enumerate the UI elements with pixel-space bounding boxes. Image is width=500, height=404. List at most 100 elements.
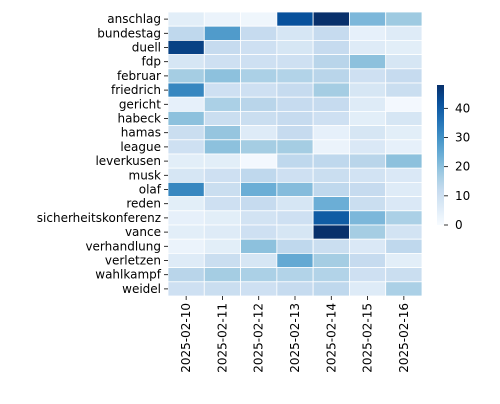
heatmap-cell bbox=[385, 252, 423, 268]
heatmap-cell bbox=[312, 82, 350, 98]
heatmap-cell bbox=[385, 125, 423, 141]
y-tick-label: fdp bbox=[142, 55, 161, 69]
heatmap-cell bbox=[276, 196, 314, 212]
heatmap-cell bbox=[203, 40, 241, 56]
heatmap-cell bbox=[349, 82, 387, 98]
heatmap-cell bbox=[349, 267, 387, 283]
heatmap-cell bbox=[349, 11, 387, 27]
y-tick-label: vance bbox=[125, 225, 161, 239]
heatmap-cell bbox=[312, 125, 350, 141]
heatmap-cell bbox=[385, 196, 423, 212]
y-tick-label: februar bbox=[117, 69, 161, 83]
heatmap-cell bbox=[276, 96, 314, 112]
y-tick-label: friedrich bbox=[111, 83, 161, 97]
heatmap-cell bbox=[203, 281, 241, 297]
heatmap-cell bbox=[312, 281, 350, 297]
heatmap-cell bbox=[349, 139, 387, 155]
y-tick-label: sicherheitskonferenz bbox=[37, 211, 161, 225]
heatmap-cell bbox=[203, 210, 241, 226]
heatmap-cell bbox=[167, 68, 205, 84]
heatmap-cell bbox=[203, 252, 241, 268]
heatmap-cell bbox=[167, 224, 205, 240]
colorbar-tick-label: 20 bbox=[455, 160, 470, 174]
heatmap-cell bbox=[167, 181, 205, 197]
heatmap-cell bbox=[203, 25, 241, 41]
heatmap-cell bbox=[312, 111, 350, 127]
heatmap-cell bbox=[385, 267, 423, 283]
y-tick-label: duell bbox=[132, 41, 161, 55]
heatmap-cell bbox=[385, 96, 423, 112]
y-tick-label: bundestag bbox=[97, 26, 161, 40]
x-tick-label: 2025-02-15 bbox=[361, 303, 375, 373]
heatmap-cell bbox=[276, 111, 314, 127]
heatmap-cell bbox=[167, 82, 205, 98]
heatmap-cell bbox=[203, 267, 241, 283]
heatmap-cell bbox=[203, 54, 241, 70]
heatmap-cell bbox=[167, 281, 205, 297]
heatmap-cell bbox=[240, 40, 278, 56]
heatmap-cell bbox=[203, 96, 241, 112]
heatmap-cell bbox=[240, 11, 278, 27]
heatmap-cell bbox=[312, 40, 350, 56]
heatmap-cell bbox=[203, 181, 241, 197]
heatmap-cell bbox=[240, 139, 278, 155]
colorbar-tick-label: 30 bbox=[455, 131, 470, 145]
y-tick-label: musk bbox=[129, 168, 162, 182]
heatmap-cell bbox=[312, 153, 350, 169]
heatmap-cell bbox=[167, 267, 205, 283]
heatmap-cell bbox=[203, 111, 241, 127]
y-tick-label: habeck bbox=[117, 112, 161, 126]
y-tick-label: league bbox=[120, 140, 161, 154]
heatmap-cell bbox=[312, 167, 350, 183]
heatmap-cell bbox=[385, 54, 423, 70]
heatmap-cell bbox=[167, 40, 205, 56]
heatmap-cell bbox=[312, 54, 350, 70]
heatmap-cell bbox=[385, 25, 423, 41]
heatmap-cell bbox=[385, 153, 423, 169]
heatmap-cell bbox=[203, 238, 241, 254]
heatmap-cell bbox=[349, 96, 387, 112]
heatmap-cell bbox=[312, 96, 350, 112]
heatmap-cell bbox=[167, 125, 205, 141]
y-tick-label: hamas bbox=[121, 126, 161, 140]
heatmap-cell bbox=[349, 68, 387, 84]
heatmap-cell bbox=[349, 210, 387, 226]
x-tick-label: 2025-02-16 bbox=[397, 303, 411, 373]
heatmap-cell bbox=[167, 96, 205, 112]
heatmap-cell bbox=[203, 11, 241, 27]
heatmap-cell bbox=[349, 111, 387, 127]
heatmap-cell bbox=[385, 181, 423, 197]
heatmap-cell bbox=[276, 54, 314, 70]
heatmap-cell bbox=[240, 181, 278, 197]
heatmap-cell bbox=[240, 96, 278, 112]
heatmap-cell bbox=[276, 68, 314, 84]
heatmap-cell bbox=[312, 11, 350, 27]
heatmap-cell bbox=[167, 153, 205, 169]
heatmap-cell bbox=[167, 210, 205, 226]
heatmap-cell bbox=[349, 40, 387, 56]
heatmap-cell bbox=[167, 139, 205, 155]
y-tick-label: wahlkampf bbox=[95, 268, 162, 282]
y-tick-label: olaf bbox=[139, 183, 162, 197]
heatmap-cell bbox=[385, 111, 423, 127]
heatmap-cell bbox=[276, 167, 314, 183]
heatmap-cell bbox=[312, 238, 350, 254]
heatmap-cell bbox=[240, 210, 278, 226]
heatmap-cell bbox=[276, 238, 314, 254]
heatmap-cell bbox=[276, 224, 314, 240]
heatmap-cell bbox=[385, 167, 423, 183]
y-tick-label: anschlag bbox=[107, 12, 161, 26]
heatmap-cell bbox=[312, 210, 350, 226]
y-tick-label: reden bbox=[126, 197, 161, 211]
heatmap-cell bbox=[240, 82, 278, 98]
heatmap-cell bbox=[349, 54, 387, 70]
heatmap-cell bbox=[349, 181, 387, 197]
heatmap-cell bbox=[167, 11, 205, 27]
heatmap-cell bbox=[385, 238, 423, 254]
heatmap-cell bbox=[349, 125, 387, 141]
heatmap-cell bbox=[240, 224, 278, 240]
heatmap-cell bbox=[385, 40, 423, 56]
y-tick-label: weidel bbox=[122, 282, 161, 296]
